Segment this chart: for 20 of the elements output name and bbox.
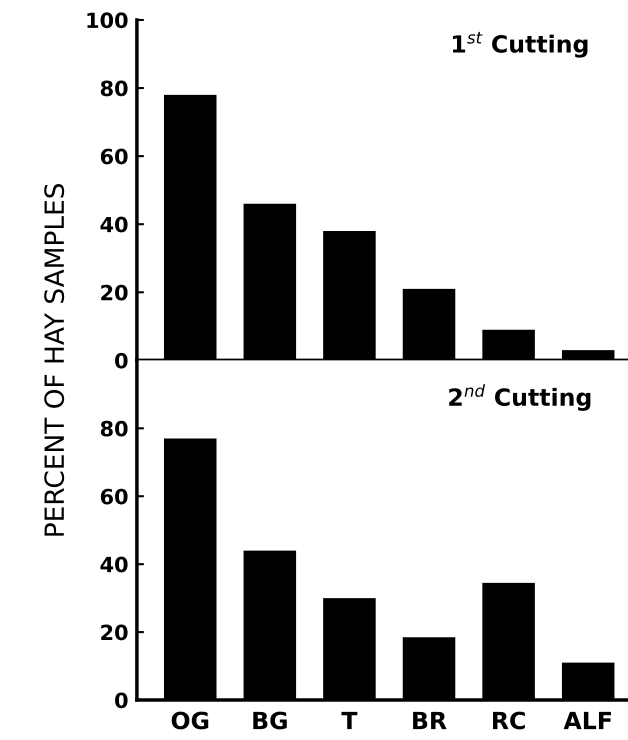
x-tick-label: RC bbox=[493, 712, 525, 730]
y-tick-label: 20 bbox=[101, 624, 128, 640]
x-tick-label: ALF bbox=[564, 712, 611, 730]
y-axis-title: PERCENT OF HAY SAMPLES bbox=[44, 184, 64, 536]
text: 2$^{nd}$ Cutting bbox=[449, 384, 590, 411]
y-tick-label: 100 bbox=[87, 12, 128, 28]
text: 1$^{st}$ Cutting bbox=[452, 32, 588, 58]
y-tick-label: 0 bbox=[115, 692, 128, 708]
y-tick-label: 80 bbox=[100, 80, 128, 96]
y-tick-label: 40 bbox=[100, 216, 128, 232]
x-tick-label: BG bbox=[253, 712, 287, 730]
x-tick-label: OG bbox=[172, 712, 208, 730]
x-tick-label: T bbox=[341, 712, 358, 730]
y-tick-label: 60 bbox=[100, 488, 128, 504]
x-tick-label: BR bbox=[413, 712, 447, 730]
y-tick-label: 40 bbox=[100, 556, 128, 572]
y-tick-label: 20 bbox=[101, 284, 128, 301]
y-tick-label: 0 bbox=[115, 352, 128, 369]
y-tick-label: 80 bbox=[100, 420, 128, 437]
y-tick-label: 60 bbox=[100, 148, 128, 164]
